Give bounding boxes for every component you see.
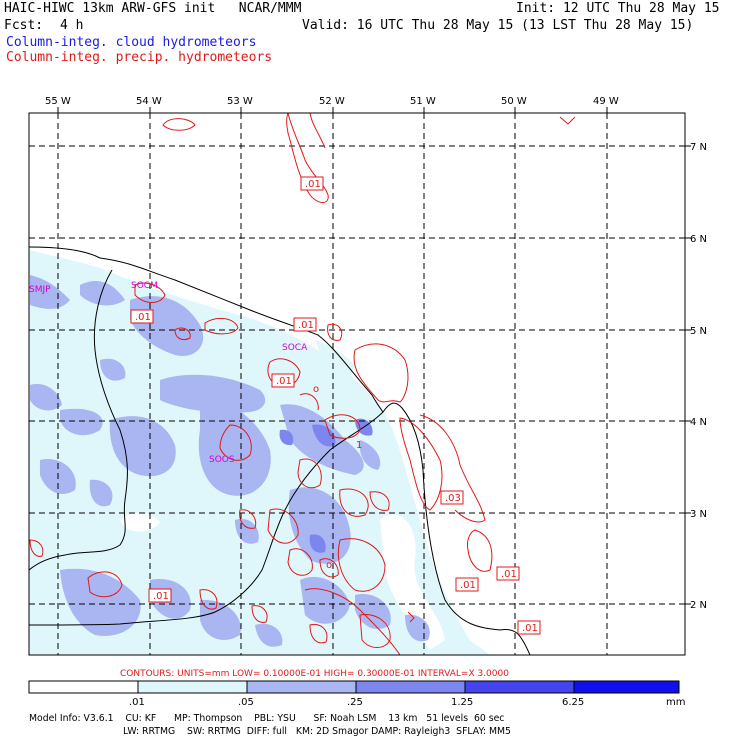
station-soos: SOOS xyxy=(209,455,235,465)
svg-text:o: o xyxy=(326,560,332,571)
field-cloud-title: Column-integ. cloud hydrometeors xyxy=(6,35,257,50)
colorbar-tick: .25 xyxy=(347,697,363,708)
lat-label: 5 N xyxy=(690,326,707,337)
lon-label: 55 W xyxy=(45,96,71,107)
boundaries xyxy=(28,246,531,656)
cloud-shading xyxy=(29,250,490,655)
contour-label: .01 xyxy=(522,623,538,634)
forecast-value: 4 h xyxy=(60,18,84,33)
contour-label: .03 xyxy=(445,493,461,504)
model-info-line1: Model Info: V3.6.1 CU: KF MP: Thompson P… xyxy=(29,713,504,724)
contour-label: .01 xyxy=(276,376,292,387)
colorbar-tick: 1.25 xyxy=(451,697,473,708)
colorbar-ticks: .01 .05 .25 1.25 6.25 mm xyxy=(129,697,685,708)
lat-label: 6 N xyxy=(690,234,707,245)
lat-label: 4 N xyxy=(690,417,707,428)
model-title: HAIC-HIWC 13km ARW-GFS init NCAR/MMM xyxy=(4,1,302,16)
longitude-labels: 55 W 54 W 53 W 52 W 51 W 50 W 49 W xyxy=(45,96,619,107)
lat-label: 2 N xyxy=(690,600,707,611)
model-info-line2: LW: RRTMG SW: RRTMG DIFF: full KM: 2D Sm… xyxy=(123,726,511,737)
coastline xyxy=(28,246,531,656)
border-west xyxy=(28,269,128,571)
border-east xyxy=(28,411,384,626)
graticule xyxy=(29,113,685,655)
contour-label: .01 xyxy=(298,320,314,331)
lon-label: 52 W xyxy=(319,96,345,107)
latitude-labels: 7 N 6 N 5 N 4 N 3 N 2 N xyxy=(690,142,707,611)
station-smjp: SMJP xyxy=(29,285,51,295)
lon-label: 54 W xyxy=(136,96,162,107)
init-time: Init: 12 UTC Thu 28 May 15 xyxy=(516,1,720,16)
shade-hole-2 xyxy=(380,514,445,650)
contour-label: .01 xyxy=(501,569,517,580)
contour-label: .01 xyxy=(460,580,476,591)
lat-label: 7 N xyxy=(690,142,707,153)
lon-label: 50 W xyxy=(501,96,527,107)
station-socm: SOCM xyxy=(131,281,158,291)
station-soca: SOCA xyxy=(282,343,308,353)
contour-label: .01 xyxy=(153,591,169,602)
station-labels: SMJP SOCM SOCA SOOS xyxy=(29,281,308,465)
lon-label: 49 W xyxy=(593,96,619,107)
lon-label: 53 W xyxy=(227,96,253,107)
precip-contours xyxy=(29,112,576,656)
lat-label: 3 N xyxy=(690,509,707,520)
tick-marks xyxy=(57,107,691,605)
valid-time: Valid: 16 UTC Thu 28 May 15 (13 LST Thu … xyxy=(302,18,694,33)
field-precip-title: Column-integ. precip. hydrometeors xyxy=(6,50,273,65)
colorbar-units: mm xyxy=(666,697,685,708)
contour-label: .01 xyxy=(305,179,321,190)
svg-text:o: o xyxy=(313,384,319,395)
forecast-label: Fcst: xyxy=(4,18,44,33)
colorbar-tick: 6.25 xyxy=(562,697,584,708)
shade-level-2 xyxy=(30,275,430,647)
colorbar-tick: .01 xyxy=(129,697,145,708)
shade-level-1b xyxy=(315,340,355,380)
contour-labels: .01 .01 .01 .01 .03 .01 .01 .01 .01 o 1 … xyxy=(130,176,541,635)
svg-text:1: 1 xyxy=(356,440,362,451)
contour-label: .01 xyxy=(135,312,151,323)
lon-label: 51 W xyxy=(410,96,436,107)
colorbar xyxy=(28,680,680,694)
map-frame xyxy=(28,112,686,656)
contour-info: CONTOURS: UNITS=mm LOW= 0.10000E-01 HIGH… xyxy=(120,669,509,679)
colorbar-tick: .05 xyxy=(238,697,254,708)
